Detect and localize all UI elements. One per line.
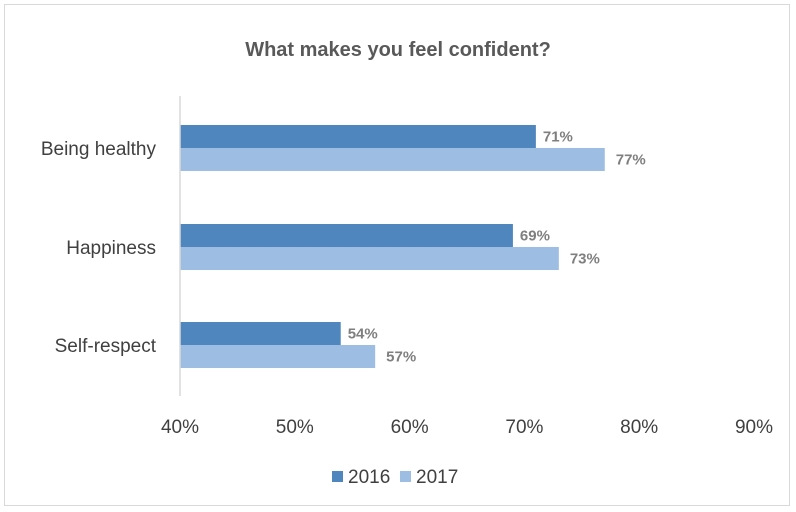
x-tick-label: 90% <box>735 417 773 438</box>
category-label: Being healthy <box>41 139 157 160</box>
bar-2017-1 <box>180 148 605 171</box>
category-label: Happiness <box>66 238 156 259</box>
bar-2016-1 <box>180 125 536 148</box>
x-tick-label: 40% <box>161 417 199 438</box>
x-tick-label: 50% <box>276 417 314 438</box>
bar-2016-2 <box>180 224 513 247</box>
legend-swatch-2017 <box>400 471 411 482</box>
bar-2016-3 <box>180 322 341 345</box>
x-tick-label: 60% <box>391 417 429 438</box>
x-tick-label: 80% <box>620 417 658 438</box>
data-label-2016-1: 71% <box>543 129 573 146</box>
data-label-2016-2: 69% <box>520 228 550 245</box>
plot-area: 71% 77% Being healthy 69% 73% Happiness 54% 57%… <box>41 96 773 438</box>
chart-title: What makes you feel confident? <box>245 39 551 61</box>
legend: 2016 2017 <box>332 467 458 488</box>
x-tick-label: 70% <box>505 417 543 438</box>
data-label-2017-1: 77% <box>616 152 646 169</box>
legend-label-2017: 2017 <box>416 467 458 488</box>
bar-2017-2 <box>180 247 559 270</box>
legend-label-2016: 2016 <box>348 467 390 488</box>
category-label: Self-respect <box>55 336 157 357</box>
data-label-2017-2: 73% <box>570 251 600 268</box>
legend-swatch-2016 <box>332 471 343 482</box>
bar-2017-3 <box>180 345 376 368</box>
data-label-2016-3: 54% <box>348 326 378 343</box>
data-label-2017-3: 57% <box>386 349 416 366</box>
